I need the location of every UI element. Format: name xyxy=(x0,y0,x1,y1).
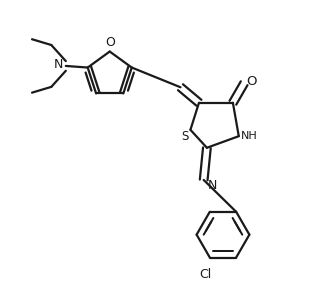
Text: S: S xyxy=(181,130,188,143)
Text: O: O xyxy=(246,75,257,88)
Text: N: N xyxy=(208,179,217,192)
Text: N: N xyxy=(54,58,64,71)
Text: Cl: Cl xyxy=(199,268,211,281)
Text: O: O xyxy=(105,36,115,49)
Text: NH: NH xyxy=(241,131,258,141)
